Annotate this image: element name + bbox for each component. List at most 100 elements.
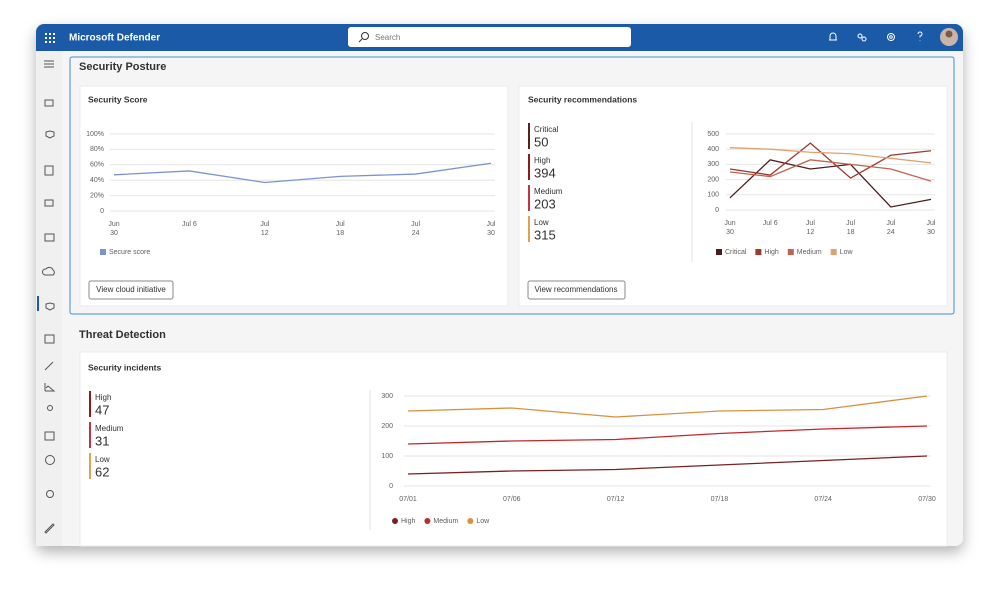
y-tick-label: 80% (90, 146, 104, 153)
stat-value: 31 (95, 433, 109, 448)
y-tick-label: 100 (707, 192, 719, 199)
legend-label: Low (840, 249, 854, 256)
y-tick-label: 200 (707, 176, 719, 183)
x-tick-label: 07/24 (814, 496, 832, 503)
legend-label: Medium (797, 249, 822, 256)
button-label[interactable]: View recommendations (534, 285, 617, 294)
y-tick-label: 100% (86, 131, 104, 138)
stat-label: High (534, 156, 550, 165)
x-tick-label: 07/30 (918, 496, 936, 503)
series-line (407, 395, 928, 418)
y-tick-label: 400 (707, 146, 719, 153)
search-icon (358, 38, 363, 43)
stat-bar (528, 154, 530, 180)
button[interactable] (527, 280, 626, 300)
card (79, 351, 948, 547)
x-tick-label: 07/06 (503, 496, 521, 503)
x-tick-label: Jul 30 (487, 221, 496, 237)
stat-value: 62 (95, 464, 109, 479)
x-tick-label: 07/12 (607, 496, 625, 503)
x-tick-label: 07/18 (711, 496, 729, 503)
stat-label: Medium (534, 187, 563, 196)
y-tick-label: 300 (707, 161, 719, 168)
x-tick-label: Jul 12 (260, 221, 269, 237)
y-tick-label: 300 (381, 393, 393, 400)
x-tick-label: Jun 30 (724, 220, 735, 236)
y-tick-label: 40% (90, 177, 104, 184)
search-placeholder: Search (375, 33, 400, 42)
button-label[interactable]: View cloud initiative (96, 285, 166, 294)
card-title: Security recommendations (528, 94, 637, 104)
stat-value: 47 (95, 402, 109, 417)
series-line (729, 142, 932, 179)
x-tick-label: Jul 30 (927, 220, 936, 236)
stat-value: 203 (534, 196, 556, 211)
app-name: Microsoft Defender (69, 33, 160, 44)
legend-marker (392, 518, 398, 524)
series-line (407, 455, 928, 475)
x-tick-label: Jul 6 (182, 221, 197, 228)
stat-label: Medium (95, 424, 124, 433)
x-tick-label: Jul 24 (886, 220, 895, 236)
stat-value: 394 (534, 165, 556, 180)
section-highlight (69, 56, 955, 315)
nav-rail (36, 51, 62, 546)
card (518, 85, 948, 307)
stat-label: Low (534, 218, 549, 227)
y-tick-label: 0 (715, 207, 719, 214)
legend-label: Critical (725, 249, 747, 256)
search-box[interactable] (348, 27, 631, 47)
nav-icons[interactable] (41, 60, 56, 534)
y-tick-label: 100 (381, 453, 393, 460)
card-title: Security Score (88, 94, 148, 104)
y-tick-label: 0 (389, 483, 393, 490)
x-tick-label: Jun 30 (108, 221, 119, 237)
x-tick-label: Jul 18 (846, 220, 855, 236)
series-line (113, 162, 492, 184)
stat-bar (528, 216, 530, 242)
legend-marker (424, 518, 431, 524)
avatar (945, 30, 953, 38)
legend-marker (100, 249, 106, 255)
y-tick-label: 60% (90, 162, 104, 169)
y-tick-label: 20% (90, 192, 104, 199)
legend-label: High (764, 249, 779, 256)
button[interactable] (88, 280, 174, 300)
series-line (729, 159, 932, 208)
series-line (407, 425, 928, 445)
section-title: Security Posture (79, 61, 166, 73)
legend-label: Secure score (109, 249, 150, 256)
stat-bar (528, 123, 530, 149)
y-tick-label: 500 (707, 131, 719, 138)
stat-bar (89, 453, 91, 479)
x-tick-label: 07/01 (399, 496, 417, 503)
header-icons[interactable] (829, 31, 923, 42)
stat-bar (89, 391, 91, 417)
stat-label: High (95, 393, 111, 402)
series-line (729, 147, 932, 164)
x-tick-label: Jul 6 (763, 220, 778, 227)
series-line (729, 159, 932, 182)
app-launcher[interactable] (45, 33, 55, 43)
x-tick-label: Jul 24 (411, 221, 420, 237)
x-tick-label: Jul 18 (336, 221, 345, 237)
legend-marker (787, 249, 794, 255)
stat-bar (89, 422, 91, 448)
y-tick-label: 0 (100, 208, 104, 215)
legend-marker (830, 249, 837, 255)
card-title: Security incidents (88, 362, 161, 372)
section-title: Threat Detection (79, 329, 166, 341)
legend-marker (716, 249, 722, 255)
y-tick-label: 200 (381, 423, 393, 430)
legend-marker (755, 249, 762, 255)
stat-value: 315 (534, 227, 556, 242)
stat-label: Critical (534, 125, 559, 134)
legend-marker (467, 518, 474, 524)
stat-bar (528, 185, 530, 211)
stat-value: 50 (534, 134, 548, 149)
stat-label: Low (95, 455, 110, 464)
x-tick-label: Jul 12 (806, 220, 815, 236)
legend-label: Medium (433, 518, 458, 525)
